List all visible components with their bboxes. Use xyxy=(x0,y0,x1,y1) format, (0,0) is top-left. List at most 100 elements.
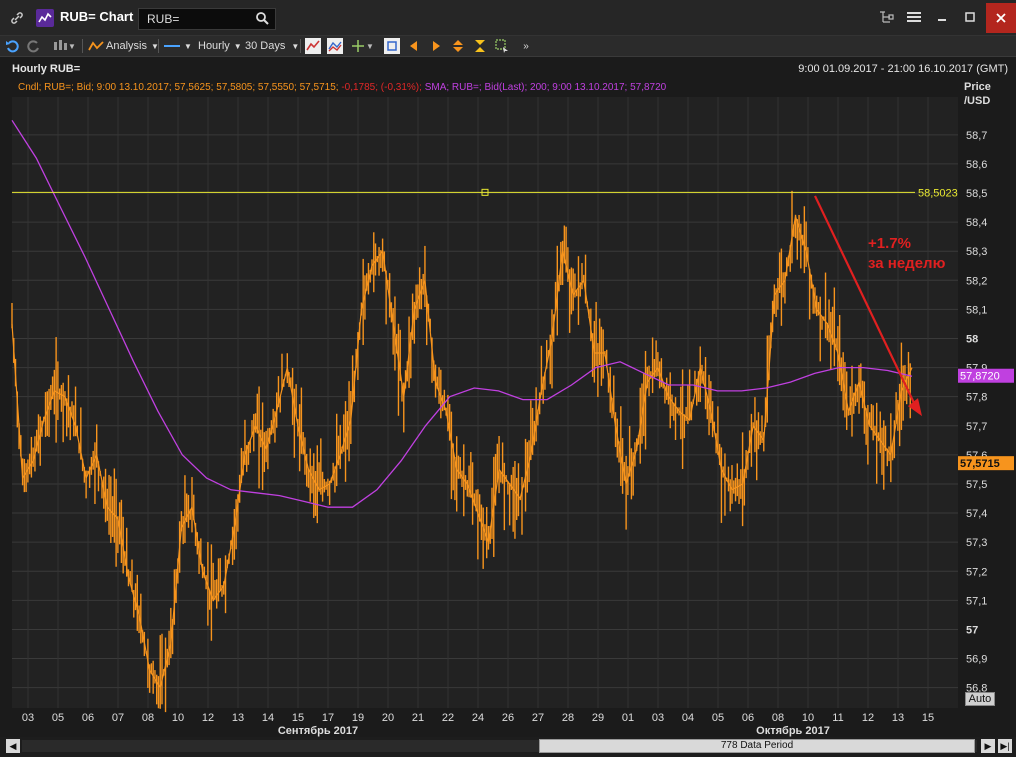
chevron-down-icon: ▼ xyxy=(291,41,300,51)
candle-legend: Cndl; RUB=; Bid; 9:00 13.10.2017; 57,562… xyxy=(18,82,339,93)
horizontal-line-label: 58,5023 xyxy=(918,187,958,199)
month-label: Октябрь 2017 xyxy=(756,725,830,737)
interval-label: Hourly xyxy=(198,40,230,52)
x-tick-label: 15 xyxy=(292,712,304,724)
symbol-input[interactable] xyxy=(147,11,252,27)
select-icon[interactable] xyxy=(494,38,510,54)
search-icon[interactable] xyxy=(255,11,269,30)
x-tick-label: 01 xyxy=(622,712,634,724)
x-tick-label: 22 xyxy=(442,712,454,724)
y-tick-label: 57,5 xyxy=(966,479,987,491)
price-label-line1: Price xyxy=(964,81,991,93)
plot-area xyxy=(12,97,958,708)
y-tick-label: 58 xyxy=(966,333,978,345)
y-tick-label: 57,7 xyxy=(966,421,987,433)
candles-icon[interactable]: ▼ xyxy=(52,38,76,54)
y-tick-label: 57,6 xyxy=(966,450,987,462)
scroll-end-arrow[interactable]: ▶| xyxy=(998,739,1012,753)
candle-series-line xyxy=(11,216,913,690)
y-tick-label: 57 xyxy=(966,624,978,636)
price-axis-label: Price /USD xyxy=(964,80,991,108)
period-label: 30 Days xyxy=(245,40,286,52)
date-range: 9:00 01.09.2017 - 21:00 16.10.2017 (GMT) xyxy=(798,63,1008,75)
scroll-left-arrow[interactable]: ◀ xyxy=(6,739,20,753)
x-tick-label: 12 xyxy=(862,712,874,724)
x-tick-label: 19 xyxy=(352,712,364,724)
scroll-right-arrow[interactable]: ▶ xyxy=(981,739,995,753)
x-tick-label: 17 xyxy=(322,712,334,724)
price-label-line2: /USD xyxy=(964,95,991,107)
x-tick-label: 20 xyxy=(382,712,394,724)
line-style-menu[interactable]: ▼ xyxy=(164,38,192,54)
separator xyxy=(158,39,159,53)
x-tick-label: 05 xyxy=(52,712,64,724)
window-title: RUB= Chart xyxy=(60,9,134,24)
zoom-box-icon[interactable] xyxy=(384,38,400,54)
sma-legend: SMA; RUB=; Bid(Last); 200; 9:00 13.10.20… xyxy=(424,82,667,93)
title-bar: RUB= Chart xyxy=(0,0,1016,36)
annotation-line1: +1.7% xyxy=(868,235,911,252)
y-tick-label: 58,1 xyxy=(966,304,987,316)
month-label: Сентябрь 2017 xyxy=(278,725,358,737)
period-menu[interactable]: 30 Days ▼ xyxy=(245,38,299,54)
chart-name: Hourly RUB= xyxy=(12,63,81,75)
y-tick-label: 56,9 xyxy=(966,654,987,666)
chart-header: Hourly RUB= 9:00 01.09.2017 - 21:00 16.1… xyxy=(0,57,1016,79)
data-period-thumb[interactable]: 778 Data Period xyxy=(539,739,975,753)
x-tick-label: 13 xyxy=(892,712,904,724)
y-tick-label: 58,3 xyxy=(966,246,987,258)
sma-price-tag xyxy=(958,368,1014,383)
change-legend: -0,1785; (-0,31%); xyxy=(341,82,422,93)
undo-icon[interactable] xyxy=(4,38,20,54)
chart-type-icon[interactable] xyxy=(305,38,321,54)
chart-toolbar: ▼ Analysis ▼ ▼ Hourly ▼ 30 Days ▼ ▼ » xyxy=(0,36,1016,57)
y-tick-label: 58,6 xyxy=(966,159,987,171)
interval-menu[interactable]: Hourly ▼ xyxy=(198,38,242,54)
y-tick-label: 58,4 xyxy=(966,217,987,229)
y-tick-label: 58,7 xyxy=(966,130,987,142)
x-tick-label: 12 xyxy=(202,712,214,724)
x-tick-label: 26 xyxy=(502,712,514,724)
zoom-in-icon[interactable] xyxy=(450,38,466,54)
chevron-down-icon: ▼ xyxy=(150,41,159,51)
auto-scale-button[interactable]: Auto xyxy=(965,692,995,706)
menu-icon[interactable] xyxy=(900,4,928,30)
x-tick-label: 28 xyxy=(562,712,574,724)
y-tick-label: 57,3 xyxy=(966,537,987,549)
x-tick-label: 05 xyxy=(712,712,724,724)
scroll-left-icon[interactable] xyxy=(406,38,422,54)
symbol-search[interactable] xyxy=(138,8,276,30)
maximize-icon[interactable] xyxy=(956,4,984,30)
x-tick-label: 15 xyxy=(922,712,934,724)
redo-icon[interactable] xyxy=(26,38,42,54)
separator xyxy=(300,39,301,53)
x-tick-label: 03 xyxy=(22,712,34,724)
crosshair-icon[interactable]: ▼ xyxy=(350,38,374,54)
y-tick-label: 57,9 xyxy=(966,363,987,375)
x-tick-label: 04 xyxy=(682,712,694,724)
tree-icon[interactable] xyxy=(872,4,900,30)
line-style-icon xyxy=(164,45,180,47)
separator xyxy=(82,39,83,53)
zoom-out-icon[interactable] xyxy=(472,38,488,54)
scroll-right-icon[interactable] xyxy=(428,38,444,54)
y-tick-label: 57,2 xyxy=(966,566,987,578)
x-tick-label: 11 xyxy=(832,712,843,724)
compare-icon[interactable] xyxy=(327,38,343,54)
last-price-label: 57,5715 xyxy=(960,458,1000,470)
more-icon[interactable]: » xyxy=(523,40,529,52)
y-tick-label: 57,4 xyxy=(966,508,987,520)
link-icon[interactable] xyxy=(8,9,26,27)
x-tick-label: 06 xyxy=(742,712,754,724)
x-tick-label: 24 xyxy=(472,712,484,724)
minimize-icon[interactable] xyxy=(928,4,956,30)
x-tick-label: 27 xyxy=(532,712,544,724)
close-icon[interactable] xyxy=(986,3,1016,33)
sma-line xyxy=(11,119,913,508)
x-tick-label: 08 xyxy=(772,712,784,724)
analysis-menu[interactable]: Analysis ▼ xyxy=(88,38,159,54)
last-price-tag xyxy=(958,456,1014,471)
x-tick-label: 21 xyxy=(412,712,424,724)
y-tick-label: 58,5 xyxy=(966,188,987,200)
